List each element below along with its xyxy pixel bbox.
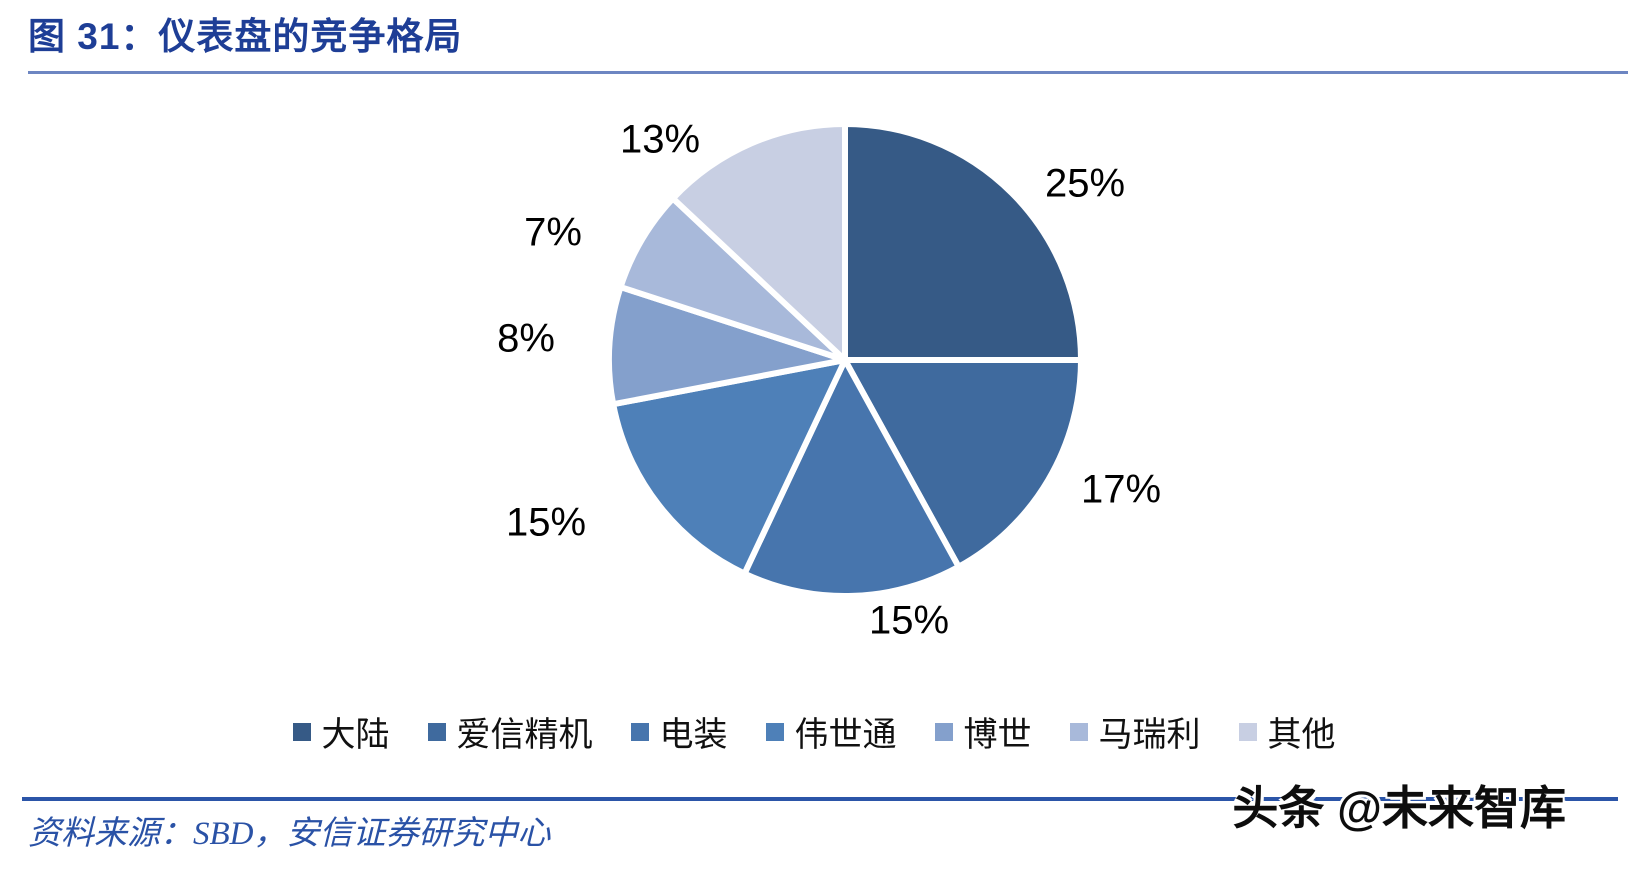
legend-item-4: 伟世通: [765, 707, 897, 756]
legend-label: 电装: [659, 716, 728, 754]
figure-title: 图 31：仪表盘的竞争格局: [28, 16, 463, 57]
pie-slice-5: [606, 284, 848, 408]
legend-swatch-icon: [934, 722, 953, 741]
pie-slice-4: [610, 357, 848, 577]
legend-swatch-icon: [1238, 722, 1257, 741]
legend-label: 大陆: [321, 716, 390, 754]
source-divider-rule: [22, 797, 1618, 801]
pie-value-label-5: 8%: [497, 316, 555, 361]
legend-item-5: 博世: [934, 707, 1032, 756]
legend-label: 爱信精机: [456, 716, 593, 754]
chart-legend: 大陆 爱信精机 电装 伟世通 博世 马瑞利 其他: [0, 707, 1628, 756]
source-note: 资料来源：SBD，安信证券研究中心: [28, 816, 551, 852]
pie-slice-3: [741, 357, 962, 599]
legend-item-7: 其他: [1238, 707, 1336, 756]
legend-item-1: 大陆: [292, 707, 390, 756]
legend-label: 马瑞利: [1098, 716, 1201, 754]
pie-value-label-3: 15%: [868, 598, 950, 643]
legend-label: 其他: [1267, 716, 1336, 754]
pie-slice-2: [842, 357, 1084, 570]
legend-item-2: 爱信精机: [427, 707, 593, 756]
pie-slice-1: [842, 121, 1084, 363]
legend-swatch-icon: [292, 722, 311, 741]
pie-value-label-4: 15%: [505, 500, 587, 545]
legend-item-6: 马瑞利: [1069, 707, 1201, 756]
pie-value-label-2: 17%: [1080, 467, 1162, 512]
legend-label: 博世: [963, 716, 1032, 754]
legend-swatch-icon: [427, 722, 446, 741]
legend-swatch-icon: [1069, 722, 1088, 741]
legend-swatch-icon: [765, 722, 784, 741]
title-underline-rule: [28, 71, 1628, 74]
pie-slice-7: [669, 121, 848, 363]
watermark-text: 头条 @未来智库: [1232, 782, 1566, 834]
pie-value-label-7: 13%: [619, 117, 701, 162]
legend-swatch-icon: [630, 722, 649, 741]
pie-value-label-1: 25%: [1044, 161, 1126, 206]
legend-label: 伟世通: [794, 716, 897, 754]
pie-value-label-6: 7%: [524, 210, 582, 255]
legend-item-3: 电装: [630, 707, 728, 756]
